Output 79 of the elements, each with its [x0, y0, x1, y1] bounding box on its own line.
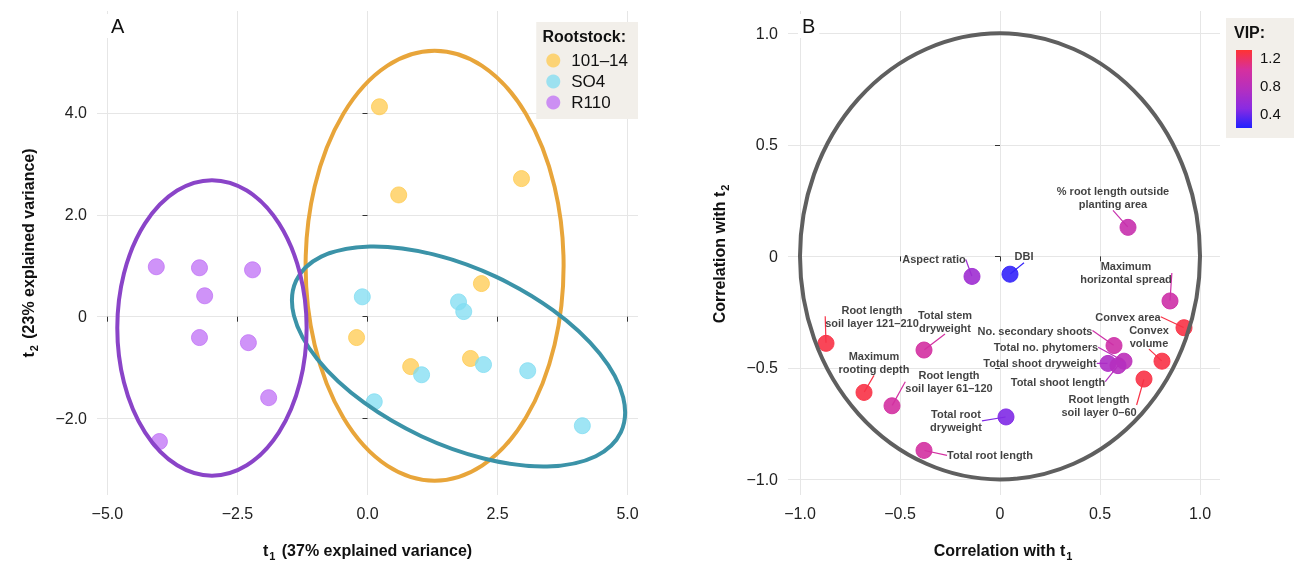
y-tick-label: 0 [78, 308, 88, 326]
point [390, 186, 408, 204]
point [475, 356, 492, 374]
y-tick-label: −0.5 [746, 359, 779, 377]
x-tick-label: −0.5 [884, 504, 916, 522]
point [817, 334, 835, 352]
point [1153, 352, 1171, 370]
point [915, 441, 933, 459]
point [883, 397, 901, 415]
y-tick-label: −1.0 [746, 470, 779, 488]
legend-label: R110 [571, 93, 611, 112]
point [963, 267, 981, 285]
color-bar-label: 0.4 [1260, 105, 1281, 123]
color-bar-label: 0.8 [1260, 76, 1281, 94]
color-bar-label: 1.2 [1260, 48, 1281, 66]
annotation: Total root dryweight [930, 408, 983, 434]
point [239, 334, 257, 352]
chart-title: B [802, 15, 816, 37]
annotation: Convex volume [1129, 323, 1170, 349]
annotation: Total no. phytomers [993, 341, 1099, 354]
point [1119, 218, 1137, 236]
point [512, 170, 530, 188]
y-tick-label: 0.5 [755, 136, 779, 154]
y-axis-title: t2 (23% explained variance) [19, 148, 40, 358]
y-tick-label: 4.0 [64, 104, 88, 122]
x-tick-label: −2.5 [221, 504, 254, 522]
annotation: % root length outside planting area [1056, 184, 1170, 210]
point [455, 303, 473, 321]
point [462, 349, 479, 367]
point [855, 383, 873, 401]
annotation: Maximum horizontal spread [1080, 260, 1172, 286]
y-tick-label: −2.0 [55, 410, 88, 428]
point [190, 329, 208, 347]
y-axis-title: Correlation with t2 [710, 184, 731, 324]
point [370, 98, 388, 116]
annotation: DBI [1014, 250, 1034, 263]
chart-title: A [111, 15, 125, 37]
x-tick-label: −5.0 [91, 504, 124, 522]
point [1109, 357, 1127, 375]
annotation: Total root length [947, 449, 1034, 462]
annotation: Aspect ratio [902, 253, 967, 266]
x-tick-label: 5.0 [616, 504, 639, 522]
point [1135, 370, 1153, 388]
y-tick-label: 2.0 [64, 206, 88, 224]
y-tick-label: 0 [769, 247, 779, 265]
y-tick-label: 1.0 [755, 24, 779, 42]
annotation: Total shoot dryweight [983, 357, 1098, 370]
annotation: Maximum rooting depth [838, 349, 910, 375]
point [244, 261, 262, 279]
point [413, 366, 431, 384]
annotation: No. secondary shoots [977, 324, 1093, 337]
annotation: Total shoot length [1010, 375, 1106, 388]
point [353, 288, 371, 306]
legend-label: 101–14 [571, 51, 629, 70]
point [260, 389, 278, 407]
point [915, 341, 933, 359]
point [196, 287, 214, 305]
legend-title: Rootstock: [542, 27, 627, 45]
x-tick-label: 0.5 [1088, 504, 1112, 522]
legend-label: SO4 [571, 72, 606, 91]
x-tick-label: −1.0 [784, 504, 816, 522]
point [190, 259, 208, 277]
point [997, 408, 1015, 426]
point [1161, 292, 1179, 310]
point [1001, 265, 1019, 283]
point [1105, 337, 1123, 355]
point [472, 275, 490, 293]
annotation: Root length soil layer 121–210 [825, 303, 919, 329]
point [348, 329, 366, 347]
color-bar-title: VIP: [1234, 23, 1266, 41]
x-tick-label: 1.0 [1188, 504, 1212, 522]
x-tick-label: 0.0 [356, 504, 379, 522]
annotation: Convex area [1095, 310, 1162, 323]
point [573, 417, 591, 435]
point [147, 258, 165, 276]
point [519, 362, 537, 380]
annotation: Root length soil layer 0–60 [1061, 392, 1137, 418]
x-tick-label: 0 [995, 504, 1005, 522]
x-tick-label: 2.5 [486, 504, 509, 522]
